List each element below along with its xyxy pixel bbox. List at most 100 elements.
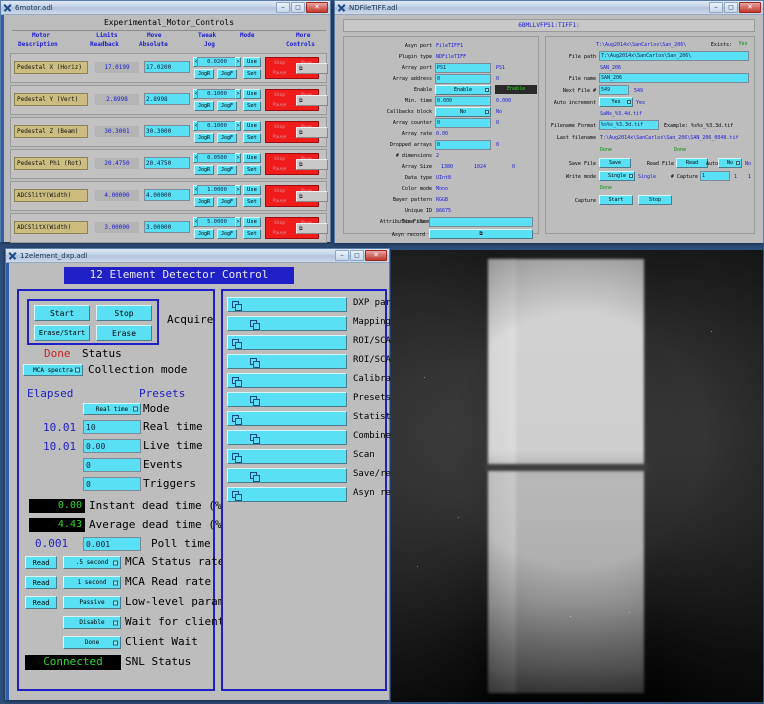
pause-button[interactable]: Pause (272, 71, 287, 76)
tweak-value-input[interactable]: 0.0500 (197, 153, 237, 163)
write-mode-dropdown[interactable]: Single (599, 171, 635, 181)
real-time-input[interactable]: 10 (83, 420, 141, 434)
close-icon[interactable]: ✕ (306, 2, 328, 13)
start-button[interactable]: Start (34, 305, 90, 321)
related-display-button[interactable] (227, 354, 347, 369)
set-button[interactable]: Set (243, 101, 261, 111)
motor-move-absolute-input[interactable]: 20.4750 (144, 157, 190, 169)
related-display-button[interactable] (227, 316, 347, 331)
jog-forward-button[interactable]: JogF (217, 69, 237, 79)
more-controls-related-display[interactable]: ⧉ (296, 191, 328, 202)
motor-move-absolute-input[interactable]: 3.00000 (144, 221, 190, 233)
save-file-button[interactable]: Save (599, 158, 631, 168)
auto-save-dropdown[interactable]: No (718, 158, 742, 168)
maximize-icon[interactable]: ◻ (724, 2, 738, 13)
use-button[interactable]: Use (243, 185, 261, 195)
wait-for-client-dropdown[interactable]: Disable (63, 616, 121, 629)
set-button[interactable]: Set (243, 229, 261, 239)
dxp-window-controls[interactable]: – ◻ ✕ (335, 250, 387, 261)
dropped-arrays-input[interactable]: 0 (435, 140, 491, 150)
jog-reverse-button[interactable]: JogR (194, 165, 214, 175)
related-display-button[interactable] (227, 468, 347, 483)
motor-window-controls[interactable]: – ◻ ✕ (276, 2, 328, 13)
enable-dropdown[interactable]: Enable (435, 85, 491, 95)
pause-button[interactable]: Pause (272, 103, 287, 108)
ndfiletiff-window[interactable]: NDFileTIFF.adl – ◻ ✕ 6BMLLVFPS1:TIFF1: A… (334, 0, 764, 243)
stop-button[interactable]: Stop (274, 93, 285, 98)
tweak-value-input[interactable]: 0.1000 (197, 121, 237, 131)
use-button[interactable]: Use (243, 217, 261, 227)
collection-mode-dropdown[interactable]: MCA spectra (23, 364, 83, 376)
motor-move-absolute-input[interactable]: 17.0200 (144, 61, 190, 73)
mca-read-rate-dropdown[interactable]: 1 second (63, 576, 121, 589)
tiff-window-titlebar[interactable]: NDFileTIFF.adl – ◻ ✕ (335, 1, 763, 15)
use-button[interactable]: Use (243, 89, 261, 99)
motor-move-absolute-input[interactable]: 30.3000 (144, 125, 190, 137)
pause-button[interactable]: Pause (272, 231, 287, 236)
related-display-button[interactable] (227, 392, 347, 407)
file-path-input[interactable]: T:\Aug2014x\SanCarlos\San_206\ (599, 51, 749, 61)
capture-stop-button[interactable]: Stop (638, 195, 672, 205)
tweak-value-input[interactable]: 0.0200 (197, 57, 237, 67)
pause-button[interactable]: Pause (272, 167, 287, 172)
tweak-forward-button[interactable]: > (235, 153, 241, 163)
tweak-value-input[interactable]: 1.0000 (197, 185, 237, 195)
read-file-button[interactable]: Read (676, 158, 708, 168)
tweak-forward-button[interactable]: > (235, 57, 241, 67)
tweak-value-input[interactable]: 0.1000 (197, 89, 237, 99)
jog-forward-button[interactable]: JogF (217, 101, 237, 111)
mca-read-rate-read-button[interactable]: Read (25, 576, 57, 589)
jog-reverse-button[interactable]: JogR (194, 133, 214, 143)
set-button[interactable]: Set (243, 165, 261, 175)
related-display-button[interactable] (227, 430, 347, 445)
erase-start-button[interactable]: Erase/Start (34, 325, 90, 341)
more-controls-related-display[interactable]: ⧉ (296, 159, 328, 170)
mca-status-rate-dropdown[interactable]: .5 second (63, 556, 121, 569)
more-controls-related-display[interactable]: ⧉ (296, 95, 328, 106)
more-controls-related-display[interactable]: ⧉ (296, 63, 328, 74)
set-button[interactable]: Set (243, 69, 261, 79)
close-icon[interactable]: ✕ (365, 250, 387, 261)
jog-reverse-button[interactable]: JogR (194, 69, 214, 79)
dxp-detector-window[interactable]: 12element_dxp.adl – ◻ ✕ 12 Element Detec… (5, 248, 434, 700)
pause-button[interactable]: Pause (272, 135, 287, 140)
set-button[interactable]: Set (243, 197, 261, 207)
asyn-record-related-display[interactable]: ⧉ (429, 229, 533, 239)
client-wait-dropdown[interactable]: Done (63, 636, 121, 649)
events-input[interactable]: 0 (83, 458, 141, 472)
num-capture-input[interactable]: 1 (700, 171, 730, 181)
minimize-icon[interactable]: – (709, 2, 723, 13)
more-controls-related-display[interactable]: ⧉ (296, 127, 328, 138)
minimize-icon[interactable]: – (276, 2, 290, 13)
motor-move-absolute-input[interactable]: 2.8998 (144, 93, 190, 105)
jog-forward-button[interactable]: JogF (217, 133, 237, 143)
stop-button[interactable]: Stop (274, 61, 285, 66)
file-name-input[interactable]: SAN_206 (599, 73, 749, 83)
minimize-icon[interactable]: – (335, 250, 349, 261)
jog-reverse-button[interactable]: JogR (194, 101, 214, 111)
maximize-icon[interactable]: ◻ (350, 250, 364, 261)
tweak-forward-button[interactable]: > (235, 89, 241, 99)
related-display-button[interactable] (227, 335, 347, 350)
related-display-button[interactable] (227, 449, 347, 464)
array-port-input[interactable]: PS1 (435, 63, 491, 73)
related-display-button[interactable] (227, 373, 347, 388)
attributes-file-input[interactable] (429, 217, 533, 227)
tweak-forward-button[interactable]: > (235, 217, 241, 227)
jog-forward-button[interactable]: JogF (217, 229, 237, 239)
stop-button[interactable]: Stop (274, 221, 285, 226)
jog-reverse-button[interactable]: JogR (194, 197, 214, 207)
next-file-input[interactable]: 549 (599, 85, 629, 95)
tiff-window-controls[interactable]: – ◻ ✕ (709, 2, 761, 13)
set-button[interactable]: Set (243, 133, 261, 143)
jog-forward-button[interactable]: JogF (217, 197, 237, 207)
motor-move-absolute-input[interactable]: 4.00000 (144, 189, 190, 201)
jog-reverse-button[interactable]: JogR (194, 229, 214, 239)
low-level-params-dropdown[interactable]: Passive (63, 596, 121, 609)
more-controls-related-display[interactable]: ⧉ (296, 223, 328, 234)
stop-button[interactable]: Stop (274, 125, 285, 130)
array-address-input[interactable]: 0 (435, 74, 491, 84)
tweak-value-input[interactable]: 5.0000 (197, 217, 237, 227)
array-counter-input[interactable]: 0 (435, 118, 491, 128)
stop-button[interactable]: Stop (274, 157, 285, 162)
